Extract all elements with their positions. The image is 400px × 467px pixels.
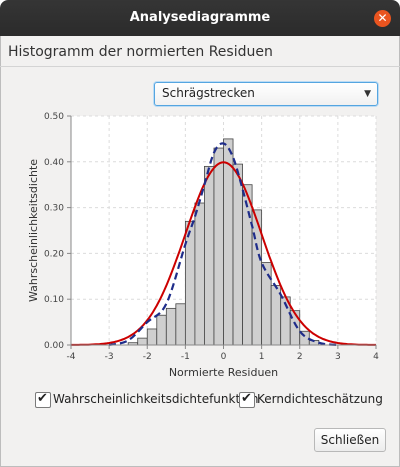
y-tick-label: 0.00 bbox=[44, 341, 64, 351]
histogram-bar bbox=[242, 184, 253, 346]
x-tick-label: 0 bbox=[221, 352, 227, 362]
checkmark-icon: ✔ bbox=[241, 391, 252, 406]
display-options: ✔ Wahrscheinlichkeitsdichtefunktion ✔ Ke… bbox=[0, 391, 400, 411]
histogram-bar bbox=[175, 303, 186, 346]
panel-heading: Histogramm der normierten Residuen bbox=[8, 44, 273, 60]
x-tick-label: 4 bbox=[373, 352, 379, 362]
close-icon[interactable]: ✕ bbox=[374, 10, 391, 27]
window-title: Analysediagramme bbox=[129, 10, 271, 25]
pdf-curve-series bbox=[71, 161, 376, 346]
y-tick-label: 0.40 bbox=[44, 158, 64, 168]
y-tick-label: 0.10 bbox=[44, 295, 64, 305]
histogram-bar bbox=[146, 328, 158, 346]
heading-divider bbox=[0, 66, 400, 67]
histogram-bar bbox=[223, 138, 234, 346]
x-tick-label: -3 bbox=[105, 352, 114, 362]
x-tick-label: -4 bbox=[67, 352, 76, 362]
histogram-bar bbox=[232, 163, 243, 346]
kde-checkbox-box[interactable]: ✔ bbox=[239, 391, 255, 408]
histogram-bar bbox=[184, 220, 196, 346]
histogram-bar bbox=[261, 262, 272, 346]
y-tick-label: 0.50 bbox=[44, 112, 64, 122]
close-button[interactable]: Schließen bbox=[314, 428, 386, 452]
x-tick-label: 2 bbox=[297, 352, 303, 362]
plot-type-dropdown[interactable]: Schrägstrecken ▼ bbox=[154, 82, 378, 106]
y-axis-title: Wahrscheinlichkeitsdichte bbox=[27, 159, 40, 302]
checkmark-icon: ✔ bbox=[37, 391, 48, 406]
pdf-checkbox-label: Wahrscheinlichkeitsdichtefunktion bbox=[53, 392, 259, 406]
histogram-bar bbox=[194, 202, 205, 346]
x-tick-label: -2 bbox=[143, 352, 152, 362]
histogram-bar bbox=[165, 307, 177, 346]
x-tick-label: 1 bbox=[259, 352, 265, 362]
x-tick-label: -1 bbox=[181, 352, 190, 362]
histogram-chart: -4 -3 -2 -1 0 1 2 3 4 0.00 0.10 0.20 0.30 0.40 0.50 Nor… bbox=[27, 112, 379, 379]
x-tick-label: 3 bbox=[335, 352, 341, 362]
histogram-bar bbox=[270, 285, 282, 346]
pdf-checkbox-box[interactable]: ✔ bbox=[35, 391, 51, 408]
title-bar[interactable]: Analysediagramme ✕ bbox=[0, 0, 400, 36]
histogram-bar bbox=[156, 314, 167, 346]
histogram-bar bbox=[137, 337, 148, 346]
kde-checkbox-label: Kerndichteschätzung bbox=[257, 392, 383, 406]
histogram-bar bbox=[204, 165, 215, 346]
histogram-bar bbox=[213, 147, 224, 346]
x-axis-title: Normierte Residuen bbox=[169, 366, 278, 379]
kde-curve-series bbox=[108, 142, 339, 347]
chevron-down-icon: ▼ bbox=[364, 89, 371, 99]
dropdown-selected-value: Schrägstrecken bbox=[162, 86, 255, 100]
y-tick-label: 0.30 bbox=[44, 204, 64, 214]
y-tick-label: 0.20 bbox=[44, 249, 64, 259]
